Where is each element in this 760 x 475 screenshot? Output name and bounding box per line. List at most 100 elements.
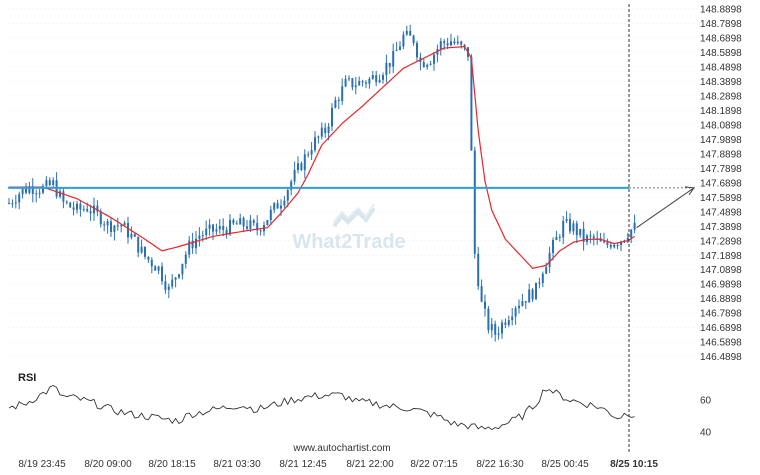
candle-body	[358, 81, 361, 86]
candle-body	[545, 266, 548, 274]
candle-body	[195, 238, 197, 249]
candle-body	[127, 222, 129, 238]
moving-average-line	[9, 45, 635, 269]
candle-body	[555, 236, 558, 241]
candle-body	[283, 200, 286, 206]
candle-body	[150, 259, 153, 267]
candle-body	[317, 136, 320, 138]
candles	[8, 24, 636, 342]
y-tick-label: 146.4898	[700, 352, 742, 363]
candle-body	[103, 224, 106, 226]
candle-body	[38, 192, 41, 194]
candle-body	[528, 289, 531, 303]
candle-body	[300, 163, 303, 170]
candle-body	[341, 86, 344, 102]
x-tick-label: 8/20 18:15	[148, 459, 196, 470]
y-tick-label: 147.3898	[700, 222, 742, 233]
candle-body	[18, 194, 21, 203]
candle-body	[541, 273, 544, 284]
y-tick-label: 148.4898	[700, 62, 742, 73]
candle-body	[487, 308, 490, 331]
candle-body	[354, 85, 357, 88]
candle-body	[232, 219, 235, 224]
forecast-arrow	[636, 187, 695, 229]
candle-body	[174, 277, 177, 280]
candle-body	[633, 222, 636, 230]
candle-body	[144, 246, 146, 257]
x-tick-label: 8/22 16:30	[476, 459, 524, 470]
y-tick-label: 148.5898	[700, 48, 742, 59]
candle-body	[229, 219, 231, 235]
candle-body	[89, 211, 92, 214]
y-tick-label: 146.7898	[700, 309, 742, 320]
candle-body	[82, 209, 85, 211]
y-tick-label: 147.1898	[700, 251, 742, 262]
rsi-line	[8, 384, 635, 431]
x-tick-label: 8/21 22:00	[346, 459, 394, 470]
candle-body	[511, 316, 514, 321]
y-tick-label: 146.8898	[700, 294, 742, 305]
candle-body	[552, 240, 554, 253]
candle-body	[473, 150, 476, 254]
y-tick-label: 146.5898	[700, 338, 742, 349]
candle-body	[399, 46, 401, 50]
candle-body	[371, 75, 374, 79]
candle-body	[157, 266, 160, 271]
candle-body	[191, 240, 194, 249]
candle-body	[205, 228, 208, 236]
y-tick-label: 148.8898	[700, 4, 742, 15]
candle-body	[375, 75, 378, 83]
y-tick-label: 148.7898	[700, 19, 742, 30]
candle-body	[470, 56, 473, 151]
candle-body	[65, 201, 68, 203]
candle-body	[351, 78, 354, 88]
y-tick-label: 147.8898	[700, 149, 742, 160]
candle-body	[184, 254, 187, 264]
candle-body	[446, 43, 449, 46]
candle-body	[178, 274, 180, 278]
candle-body	[344, 78, 347, 87]
candle-body	[79, 203, 82, 210]
watermark: What2Trade	[292, 203, 406, 253]
candle-body	[385, 62, 388, 75]
y-tick-label: 148.2898	[700, 91, 742, 102]
candle-body	[93, 205, 95, 214]
candle-body	[42, 186, 44, 193]
y-tick-label: 147.0898	[700, 265, 742, 276]
candle-body	[137, 236, 140, 253]
candle-body	[171, 279, 174, 287]
candle-body	[212, 224, 214, 232]
rsi-tick-label: 60	[700, 396, 712, 407]
candle-body	[361, 81, 364, 83]
candle-body	[99, 211, 102, 225]
candle-body	[535, 282, 537, 300]
candle-body	[286, 189, 289, 201]
candle-body	[198, 235, 201, 239]
candle-body	[521, 301, 524, 306]
candle-body	[11, 203, 14, 205]
candle-body	[113, 225, 116, 232]
candle-body	[402, 34, 405, 47]
candle-body	[490, 323, 493, 331]
candle-body	[453, 41, 456, 44]
candle-body	[450, 41, 452, 46]
candle-body	[460, 41, 463, 45]
candle-body	[110, 221, 112, 232]
candle-body	[72, 207, 75, 210]
candle-body	[147, 256, 150, 260]
candle-body	[422, 62, 425, 68]
candle-body	[120, 225, 123, 227]
x-tick-label: 8/21 03:30	[213, 459, 261, 470]
candle-body	[365, 82, 367, 84]
candle-body	[106, 221, 109, 226]
candle-body	[378, 79, 381, 83]
candle-body	[188, 240, 191, 255]
y-tick-label: 148.6898	[700, 33, 742, 44]
x-tick-label: 8/25 10:15	[610, 459, 658, 470]
candle-body	[225, 229, 228, 235]
candle-body	[630, 229, 633, 238]
candle-body	[565, 218, 568, 222]
candle-body	[626, 237, 629, 241]
candle-body	[28, 186, 31, 193]
